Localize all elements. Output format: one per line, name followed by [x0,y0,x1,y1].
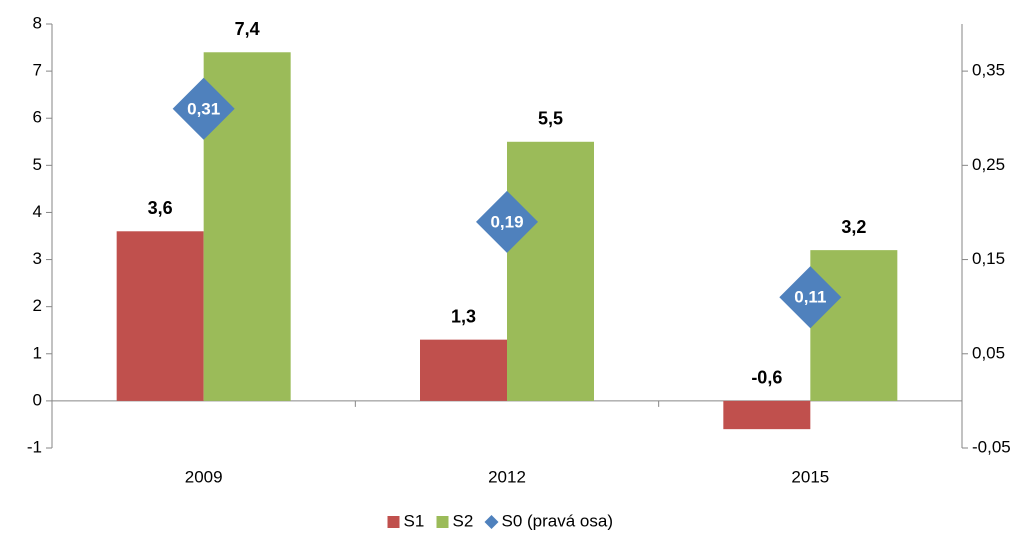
y-tick-label: 3 [33,249,42,268]
legend-marker [484,515,499,529]
y-tick-label: 2 [33,296,42,315]
x-tick-label: 2015 [791,467,829,486]
data-label: 0,31 [187,99,220,118]
marker [779,266,842,329]
marker [476,190,538,253]
marker [172,77,235,140]
bar [116,231,204,401]
data-label: 5,5 [538,109,563,129]
legend-label: S2 [453,511,474,530]
data-label: 3,6 [148,198,173,218]
x-tick-label: 2012 [488,467,526,486]
bar [507,141,594,401]
x-tick-label: 2009 [185,467,223,486]
legend-swatch [387,516,400,528]
y-tick-label: 5 [33,155,42,174]
y-tick-label: 8 [33,13,42,32]
y-tick-label: 6 [33,108,42,127]
data-label: 0,11 [794,288,826,307]
y2-tick-label: 0,15 [972,249,1005,268]
bar [810,250,898,401]
bar [723,400,811,430]
legend-label: S0 (pravá osa) [502,511,614,530]
data-label: 3,2 [841,217,866,237]
y2-tick-label: 0,35 [972,61,1005,80]
y-tick-label: -1 [27,437,42,456]
data-label: 7,4 [235,19,260,39]
y-tick-label: 0 [33,390,42,409]
y-tick-label: 4 [33,202,42,221]
y2-tick-label: -0,05 [972,437,1011,456]
y-tick-label: 7 [33,61,42,80]
bar [420,339,507,401]
y2-tick-label: 0,05 [972,343,1005,362]
data-label: -0,6 [751,368,782,388]
data-label: 0,19 [490,212,523,231]
data-label: 1,3 [451,306,476,326]
legend-label: S1 [404,511,425,530]
y2-tick-label: 0,25 [972,155,1005,174]
y-tick-label: 1 [33,343,42,362]
legend-swatch [436,516,449,528]
